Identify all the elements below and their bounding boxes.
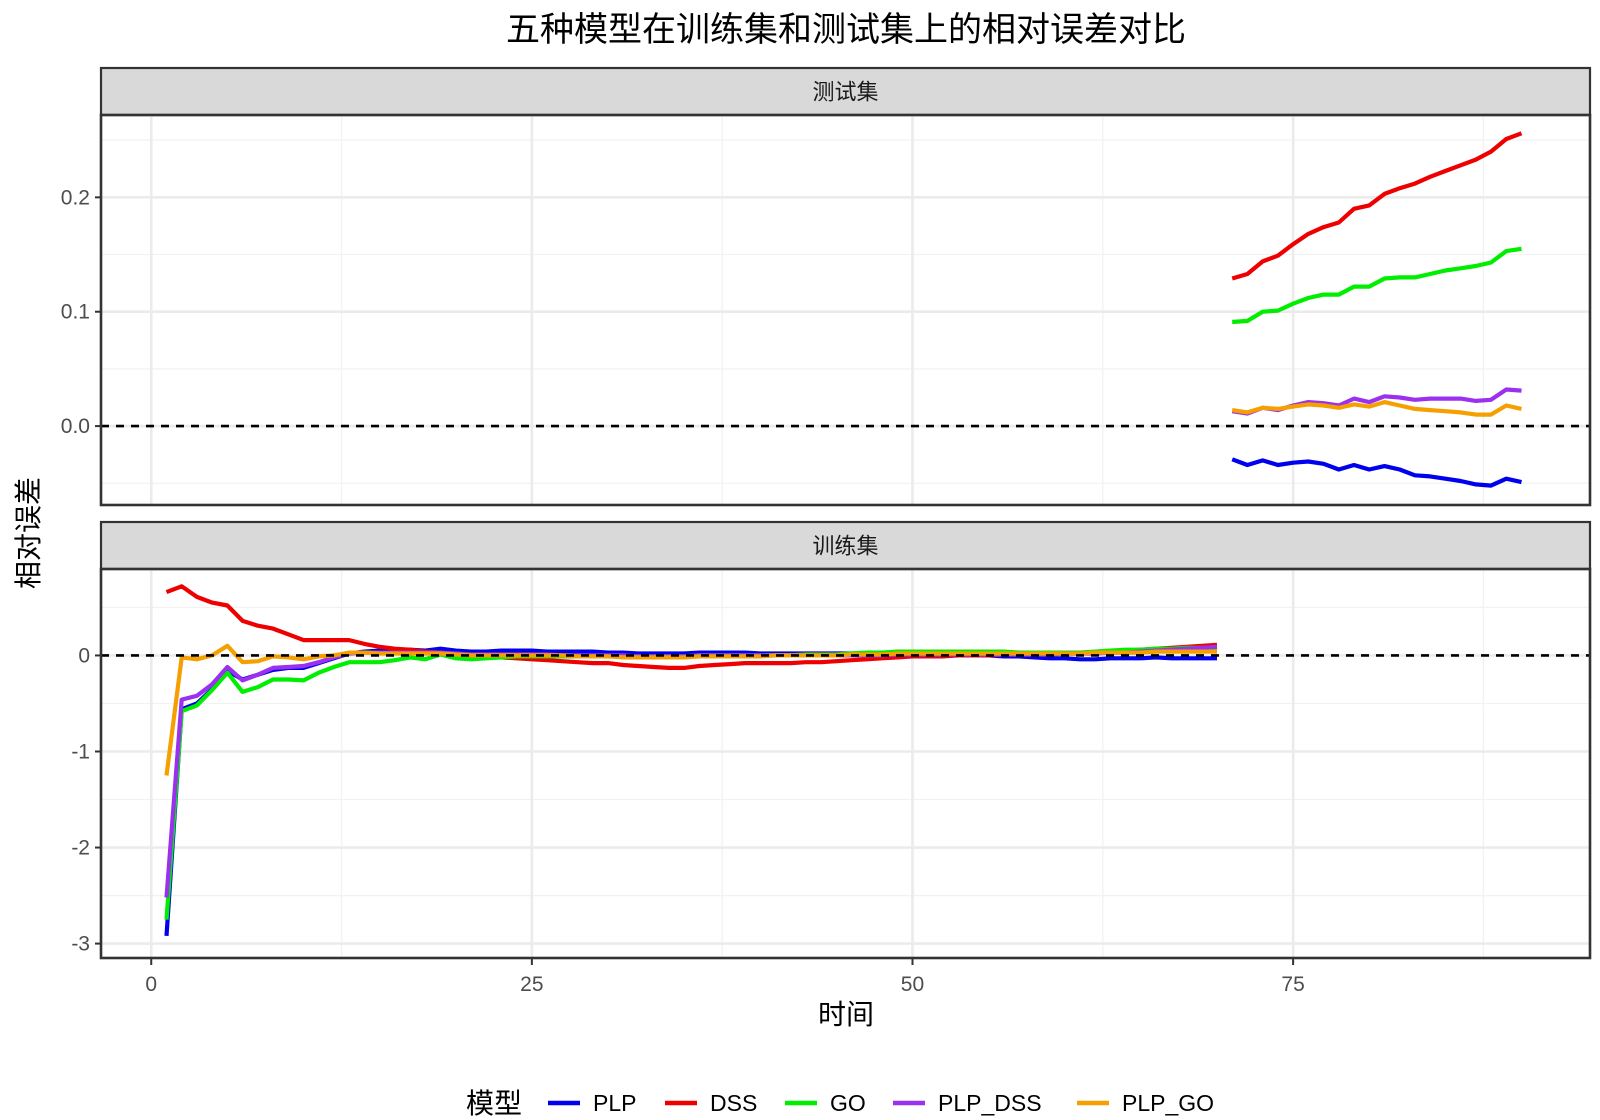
series-line-plp bbox=[1231, 457, 1522, 488]
y-axis-title: 相对误差 bbox=[12, 477, 45, 589]
series-line-plp-go bbox=[164, 643, 1217, 776]
y-tick-label: 0.2 bbox=[61, 186, 90, 209]
legend-label-plp-dss: PLP_DSS bbox=[938, 1090, 1042, 1116]
chart-title: 五种模型在训练集和测试集上的相对误差对比 bbox=[506, 10, 1186, 50]
legend-label-dss: DSS bbox=[710, 1090, 757, 1116]
series-line-go bbox=[1232, 246, 1522, 325]
y-tick-label: -2 bbox=[71, 837, 90, 860]
series-line-plp bbox=[164, 646, 1217, 937]
series-group bbox=[1231, 131, 1523, 488]
facet-strip bbox=[99, 520, 1592, 571]
y-tick-label: 0 bbox=[78, 644, 90, 667]
y-tick-label: 0.1 bbox=[61, 301, 90, 324]
y-tick-label: 0.0 bbox=[61, 415, 90, 438]
panel-border bbox=[99, 567, 1592, 960]
x-axis: 0 25 50 75 bbox=[145, 958, 1305, 996]
series-line-plp-dss bbox=[164, 644, 1218, 898]
facet-panels: 测试集 0.0 0.1 0.2 训练集 0 -1 -2 -3 bbox=[61, 66, 1592, 960]
facet-strip-label: 训练集 bbox=[812, 535, 878, 560]
x-tick-label: 25 bbox=[520, 973, 543, 996]
x-tick-label: 0 bbox=[145, 973, 157, 996]
x-axis-title: 时间 bbox=[818, 998, 874, 1031]
facet-strip-label: 测试集 bbox=[812, 81, 878, 106]
facet-strip bbox=[99, 66, 1592, 117]
series-line-plp-go bbox=[1231, 400, 1522, 417]
legend-label-go: GO bbox=[830, 1090, 866, 1116]
panel-2: 训练集 0 -1 -2 -3 bbox=[71, 520, 1592, 960]
legend-label-plp: PLP bbox=[593, 1090, 636, 1116]
y-tick-label: -3 bbox=[71, 933, 90, 956]
legend-title: 模型 bbox=[466, 1087, 522, 1120]
x-tick-label: 50 bbox=[901, 973, 924, 996]
panel-1: 测试集 0.0 0.1 0.2 bbox=[61, 66, 1592, 507]
legend: 模型 PLP DSS GO PLP_DSS PLP_GO bbox=[466, 1087, 1214, 1120]
y-tick-label: -1 bbox=[71, 740, 90, 763]
series-line-go bbox=[164, 645, 1217, 920]
series-group bbox=[164, 584, 1218, 937]
x-tick-label: 75 bbox=[1281, 973, 1304, 996]
series-line-dss bbox=[1231, 131, 1523, 281]
panel-border bbox=[99, 113, 1592, 507]
legend-label-plp-go: PLP_GO bbox=[1122, 1090, 1214, 1116]
